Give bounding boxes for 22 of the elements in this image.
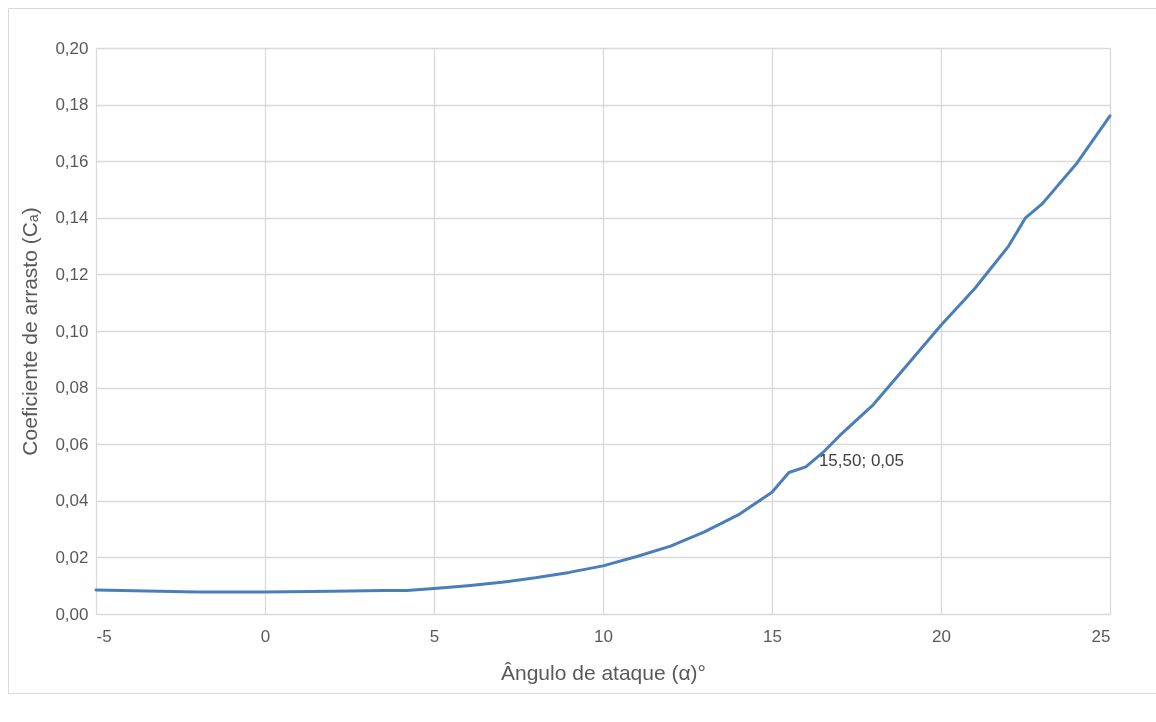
y-tick-label: 0,02 — [55, 547, 89, 567]
x-tick-label: 10 — [594, 626, 613, 646]
y-tick-label: 0,06 — [55, 434, 89, 454]
y-tick-label: 0,04 — [55, 491, 89, 511]
annotation: 15,50; 0,05 — [818, 450, 904, 470]
y-tick-label: 0,12 — [55, 264, 89, 284]
line-series — [94, 114, 1112, 594]
y-tick-label: 0,08 — [55, 378, 89, 398]
y-tick-label: 0,16 — [55, 151, 89, 171]
x-tick-label: 20 — [932, 626, 951, 646]
x-tick-label: 15 — [763, 626, 782, 646]
y-tick-label: 0,20 — [55, 38, 89, 58]
y-tick-label: 0,14 — [55, 208, 89, 228]
y-axis-title: Coeficiente de arrasto (Cₐ) — [18, 207, 42, 456]
x-tick-label: -5 — [96, 626, 112, 646]
x-tick-label: 0 — [260, 626, 271, 646]
y-tick-label: 0,18 — [55, 95, 89, 115]
x-tick-label: 5 — [429, 626, 440, 646]
x-axis-title: Ângulo de ataque (α)° — [500, 660, 707, 684]
x-tick-label: 25 — [1091, 626, 1111, 646]
y-tick-label: 0,10 — [55, 321, 89, 341]
y-tick-label: 0,00 — [55, 604, 89, 624]
